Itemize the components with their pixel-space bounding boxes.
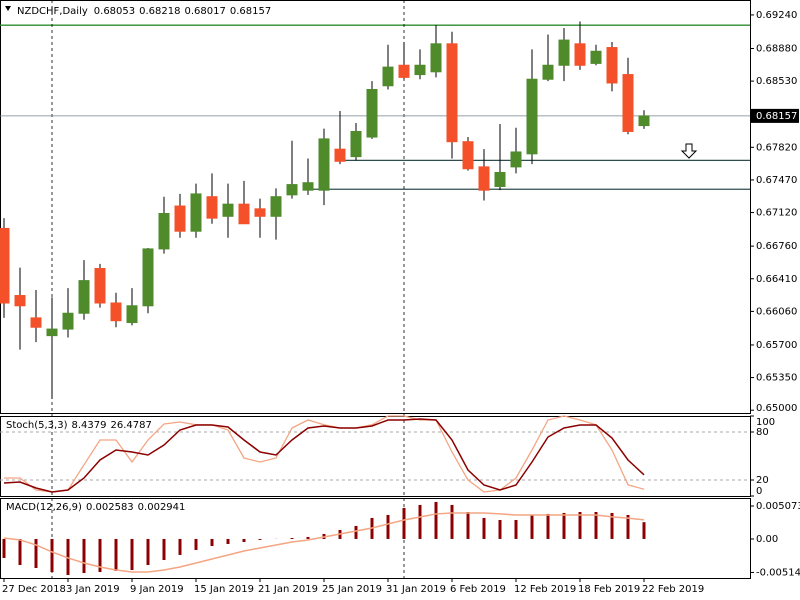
candle-body xyxy=(62,312,74,330)
y-tick-label: 0 xyxy=(756,486,762,497)
candle-body xyxy=(542,64,554,80)
candle-body xyxy=(478,166,490,191)
x-tick-label: 21 Jan 2019 xyxy=(258,584,318,595)
candle-body xyxy=(382,66,394,87)
y-tick-label: 0.65350 xyxy=(756,373,797,384)
main-frame xyxy=(0,0,751,414)
candle-body xyxy=(254,208,266,217)
candle-body xyxy=(622,74,634,132)
y-tick-label: -0.005143 xyxy=(756,567,800,578)
x-tick-label: 25 Jan 2019 xyxy=(322,584,382,595)
open-value: 0.68053 xyxy=(94,6,135,17)
stoch-title: Stoch(5,3,3) xyxy=(6,420,68,431)
close-value: 0.68157 xyxy=(230,6,271,17)
x-tick-label: 3 Jan 2019 xyxy=(66,584,120,595)
y-tick-label: 0.65000 xyxy=(756,403,797,414)
signal-line xyxy=(3,512,645,573)
candle-body xyxy=(222,203,234,217)
x-tick-label: 18 Feb 2019 xyxy=(578,584,640,595)
symbol: NZDCHF,Daily xyxy=(17,6,88,17)
candle-body xyxy=(462,141,474,170)
stoch-d-line xyxy=(3,418,645,493)
y-tick-label: 0.00 xyxy=(756,534,778,545)
signal-value: 0.002941 xyxy=(138,502,186,513)
stoch-d: 26.4787 xyxy=(110,420,151,431)
down-arrow xyxy=(680,143,698,159)
candle-body xyxy=(430,43,442,73)
candle-body xyxy=(350,130,362,158)
candle-body xyxy=(334,148,346,162)
candle-body xyxy=(46,328,58,337)
candle-body xyxy=(270,196,282,217)
candle-body xyxy=(142,248,154,307)
x-tick-label: 15 Jan 2019 xyxy=(194,584,254,595)
y-tick-label: 0.68530 xyxy=(756,76,797,87)
candle-body xyxy=(606,47,618,84)
y-tick-label: 0.69240 xyxy=(756,10,797,21)
candle-body xyxy=(366,88,378,138)
y-tick-label: 0.67120 xyxy=(756,208,797,219)
candle-body xyxy=(398,64,410,78)
current-price-label: 0.68157 xyxy=(756,111,797,122)
macd-value: 0.002583 xyxy=(86,502,134,513)
x-tick-label: 6 Feb 2019 xyxy=(450,584,506,595)
candle-body xyxy=(558,39,570,66)
stoch-frame xyxy=(0,416,751,497)
y-tick-label: 0.005073 xyxy=(756,501,800,512)
macd-header: MACD(12,26,9) 0.002583 0.002941 xyxy=(6,502,185,513)
candle-body xyxy=(126,305,138,324)
candle-body xyxy=(318,138,330,191)
y-tick-label: 80 xyxy=(756,427,769,438)
y-tick-label: 20 xyxy=(756,475,769,486)
y-tick-label: 0.65700 xyxy=(756,340,797,351)
stoch-header: Stoch(5,3,3) 8.4379 26.4787 xyxy=(6,420,152,431)
candle-body xyxy=(510,151,522,168)
x-tick-label: 22 Feb 2019 xyxy=(642,584,704,595)
x-tick-label: 9 Jan 2019 xyxy=(130,584,184,595)
candle-body xyxy=(238,203,250,225)
stoch-k-line xyxy=(4,415,645,493)
candle-body xyxy=(638,115,650,127)
candle-body xyxy=(78,280,90,314)
y-tick-label: 0.68880 xyxy=(756,43,797,54)
candle-body xyxy=(446,43,458,143)
candle-body xyxy=(158,212,170,250)
candle-body xyxy=(30,317,42,328)
low-value: 0.68017 xyxy=(185,6,226,17)
stoch-k: 8.4379 xyxy=(71,420,106,431)
candle-body xyxy=(94,267,106,304)
candle-body xyxy=(110,302,122,322)
candle-body xyxy=(302,182,314,191)
menu-triangle xyxy=(5,6,11,11)
x-tick-label: 31 Jan 2019 xyxy=(386,584,446,595)
candle-body xyxy=(590,50,602,64)
candle-body xyxy=(494,171,506,187)
macd-title: MACD(12,26,9) xyxy=(6,502,82,513)
candle-body xyxy=(0,227,10,304)
candle-body xyxy=(174,205,186,232)
y-tick-label: 0.67470 xyxy=(756,175,797,186)
candle-body xyxy=(414,64,426,76)
y-tick-label: 0.67820 xyxy=(756,142,797,153)
candle-body xyxy=(574,43,586,66)
candle-body xyxy=(286,184,298,196)
y-tick-label: 100 xyxy=(756,417,775,428)
y-tick-label: 0.66760 xyxy=(756,241,797,252)
price-box xyxy=(751,108,799,123)
candle-body xyxy=(190,193,202,232)
x-tick-label: 12 Feb 2019 xyxy=(514,584,576,595)
y-tick-label: 0.66060 xyxy=(756,306,797,317)
y-tick-label: 0.66410 xyxy=(756,274,797,285)
candle-body xyxy=(14,295,26,307)
candle-body xyxy=(526,78,538,155)
candle-body xyxy=(206,196,218,219)
x-tick-label: 27 Dec 2018 xyxy=(2,584,66,595)
high-value: 0.68218 xyxy=(139,6,180,17)
chart-header: NZDCHF,Daily 0.68053 0.68218 0.68017 0.68157 xyxy=(17,6,271,17)
